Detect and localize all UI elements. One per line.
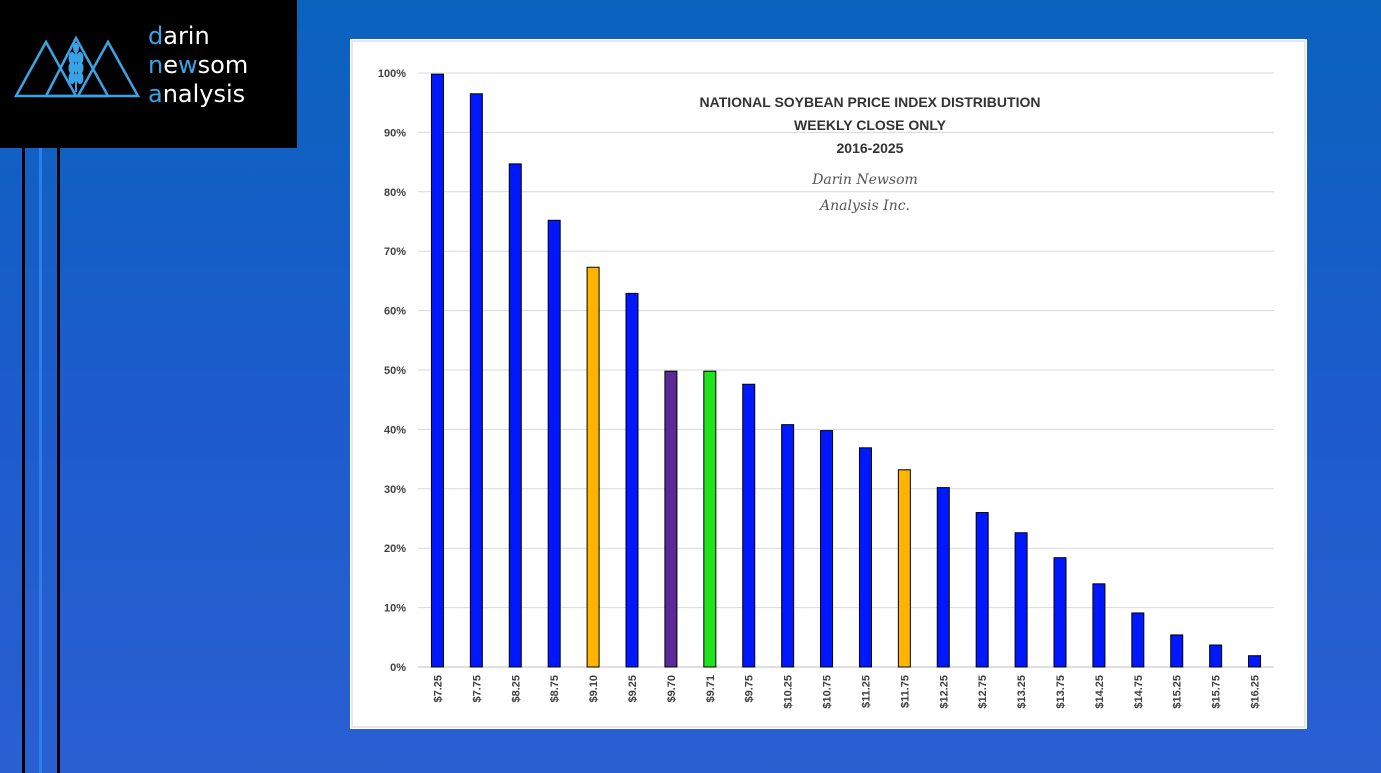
y-tick-label: 90% [384, 127, 406, 139]
x-tick-label: $15.25 [1172, 675, 1184, 709]
x-tick-label: $13.75 [1055, 675, 1067, 709]
bar-$12.75 [975, 512, 989, 668]
x-tick-label: $7.75 [471, 675, 483, 703]
y-tick-label: 50% [384, 365, 406, 377]
chart-watermark: Darin Newsom [811, 172, 918, 188]
mountain-logo-icon [14, 35, 140, 98]
y-tick-label: 80% [384, 187, 406, 199]
x-tick-label: $14.75 [1133, 675, 1145, 709]
x-tick-label: $9.70 [666, 675, 678, 703]
x-tick-label: $16.25 [1250, 675, 1262, 709]
y-tick-label: 20% [384, 543, 406, 555]
x-tick-label: $13.25 [1016, 675, 1028, 709]
bar-$7.25 [430, 73, 444, 668]
bar-$14.75 [1131, 612, 1145, 668]
x-tick-label: $12.75 [977, 675, 989, 709]
x-tick-label: $10.75 [822, 675, 834, 709]
bar-$13.75 [1053, 557, 1067, 668]
x-tick-label: $8.75 [549, 675, 561, 703]
bar-$16.25 [1248, 655, 1262, 668]
bar-$11.75 [897, 469, 911, 668]
y-tick-label: 10% [384, 603, 406, 615]
decor-line [39, 148, 42, 773]
y-tick-label: 100% [378, 68, 406, 80]
x-tick-label: $8.25 [510, 675, 522, 703]
x-tick-label: $12.25 [938, 675, 950, 709]
y-tick-label: 60% [384, 306, 406, 318]
y-tick-label: 70% [384, 246, 406, 258]
chart-subtitle: WEEKLY CLOSE ONLY [794, 117, 947, 133]
chart-watermark: Analysis Inc. [818, 198, 910, 214]
bar-$9.25 [625, 292, 639, 668]
x-tick-label: $15.75 [1211, 675, 1223, 709]
logo: darin newsom analysis [0, 0, 297, 148]
bar-$15.25 [1170, 634, 1184, 668]
y-tick-label: 0% [390, 662, 406, 674]
x-tick-label: $9.10 [588, 675, 600, 703]
bar-$9.71 [703, 370, 717, 668]
chart-title: NATIONAL SOYBEAN PRICE INDEX DISTRIBUTIO… [700, 94, 1041, 110]
x-tick-label: $11.25 [860, 675, 872, 708]
bar-$9.10 [586, 266, 600, 668]
bar-$10.25 [781, 424, 795, 668]
bar-$10.75 [820, 430, 834, 668]
chart-subtitle: 2016-2025 [837, 140, 904, 156]
bar-$9.70 [664, 370, 678, 668]
x-tick-label: $7.25 [432, 675, 444, 703]
x-tick-label: $9.75 [744, 675, 756, 703]
logo-text: darin newsom analysis [148, 22, 249, 108]
chart-panel: 0% 10% 20% 30% 40% 50% 60% 70% 80% 90% 100% $7.25 $… [350, 39, 1307, 729]
y-tick-label: 40% [384, 424, 406, 436]
bar-$13.25 [1014, 532, 1028, 668]
bar-$7.75 [469, 93, 483, 668]
decor-line [57, 148, 60, 773]
bar-chart: 0% 10% 20% 30% 40% 50% 60% 70% 80% 90% 100% $7.25 $… [351, 40, 1306, 728]
x-tick-label: $9.25 [627, 675, 639, 703]
bar-$8.75 [547, 219, 561, 668]
bar-$8.25 [508, 163, 522, 668]
decor-line [22, 148, 25, 773]
y-tick-label: 30% [384, 484, 406, 496]
x-tick-label: $10.25 [783, 675, 795, 709]
x-tick-label: $14.25 [1094, 675, 1106, 709]
bar-$15.75 [1209, 644, 1223, 668]
x-tick-label: $11.75 [899, 675, 911, 708]
bar-$14.25 [1092, 583, 1106, 668]
x-tick-label: $9.71 [705, 675, 717, 703]
bar-$9.75 [742, 383, 756, 668]
bar-$11.25 [858, 447, 872, 668]
bar-$12.25 [936, 487, 950, 668]
